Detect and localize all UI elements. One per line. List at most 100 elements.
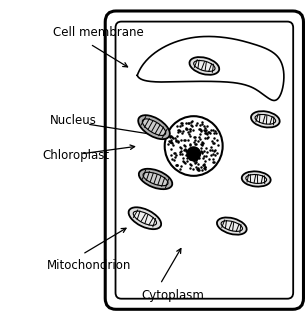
Point — [212, 129, 217, 134]
Ellipse shape — [138, 115, 170, 139]
Point — [187, 129, 192, 134]
Point — [203, 128, 208, 133]
Point — [170, 136, 175, 141]
Point — [184, 125, 189, 130]
Point — [202, 136, 207, 141]
Point — [166, 142, 170, 147]
Point — [169, 141, 174, 146]
Point — [193, 160, 198, 165]
Point — [191, 127, 196, 132]
Point — [170, 156, 174, 161]
Point — [183, 149, 188, 154]
Point — [205, 149, 210, 154]
Point — [204, 128, 209, 133]
Point — [200, 155, 205, 160]
Text: Nucleus: Nucleus — [50, 114, 97, 127]
Point — [174, 162, 178, 167]
Point — [211, 141, 216, 146]
Point — [185, 138, 190, 143]
Point — [179, 151, 184, 156]
Point — [209, 153, 214, 158]
Point — [202, 149, 206, 154]
Point — [176, 130, 181, 135]
Point — [211, 160, 216, 165]
Point — [187, 151, 192, 156]
Point — [199, 142, 204, 147]
FancyBboxPatch shape — [105, 11, 303, 309]
Point — [201, 127, 206, 132]
Point — [198, 132, 203, 137]
Point — [187, 121, 192, 126]
Point — [210, 156, 215, 161]
Point — [206, 129, 210, 134]
Point — [174, 162, 179, 167]
Point — [187, 131, 192, 136]
Point — [192, 158, 197, 163]
Point — [209, 144, 213, 149]
Point — [200, 150, 205, 155]
Point — [203, 130, 208, 135]
Ellipse shape — [129, 207, 161, 229]
Point — [176, 127, 181, 132]
Point — [208, 127, 213, 133]
Point — [205, 132, 210, 137]
Point — [211, 131, 216, 136]
Point — [189, 124, 194, 129]
Point — [202, 123, 207, 128]
Point — [203, 158, 208, 163]
Point — [208, 147, 213, 152]
Point — [180, 122, 185, 127]
Point — [191, 166, 196, 171]
Point — [182, 147, 187, 152]
Point — [192, 134, 197, 139]
Point — [215, 151, 220, 156]
Point — [174, 138, 178, 143]
Point — [175, 163, 180, 168]
Point — [195, 149, 200, 154]
Point — [203, 145, 208, 150]
Point — [179, 121, 184, 126]
Point — [181, 147, 186, 152]
Point — [192, 154, 197, 159]
Point — [176, 140, 181, 145]
Point — [188, 122, 193, 127]
Point — [188, 153, 193, 158]
Point — [195, 167, 199, 172]
Point — [192, 137, 197, 142]
Point — [182, 161, 187, 166]
Point — [194, 142, 199, 147]
Point — [185, 155, 189, 160]
Point — [167, 138, 171, 143]
Point — [210, 138, 215, 143]
Point — [200, 140, 205, 145]
Point — [192, 134, 197, 139]
Point — [202, 165, 206, 170]
Point — [199, 167, 204, 172]
Point — [178, 145, 183, 150]
Point — [185, 121, 190, 126]
Point — [167, 133, 172, 138]
Point — [199, 146, 204, 151]
Point — [199, 149, 204, 154]
Point — [200, 121, 205, 126]
Point — [177, 151, 182, 156]
Point — [193, 151, 198, 156]
Point — [168, 140, 173, 145]
Point — [167, 135, 172, 140]
Point — [174, 138, 179, 143]
Point — [187, 127, 192, 132]
Point — [176, 127, 181, 132]
Point — [196, 138, 200, 143]
Point — [192, 140, 197, 145]
Ellipse shape — [165, 116, 223, 176]
Point — [172, 158, 177, 163]
Point — [202, 130, 207, 135]
Point — [187, 143, 192, 148]
Point — [181, 159, 185, 164]
Point — [196, 134, 201, 139]
Point — [168, 152, 173, 157]
Point — [189, 119, 194, 124]
Point — [184, 120, 188, 125]
Point — [213, 153, 218, 158]
Point — [196, 165, 201, 170]
